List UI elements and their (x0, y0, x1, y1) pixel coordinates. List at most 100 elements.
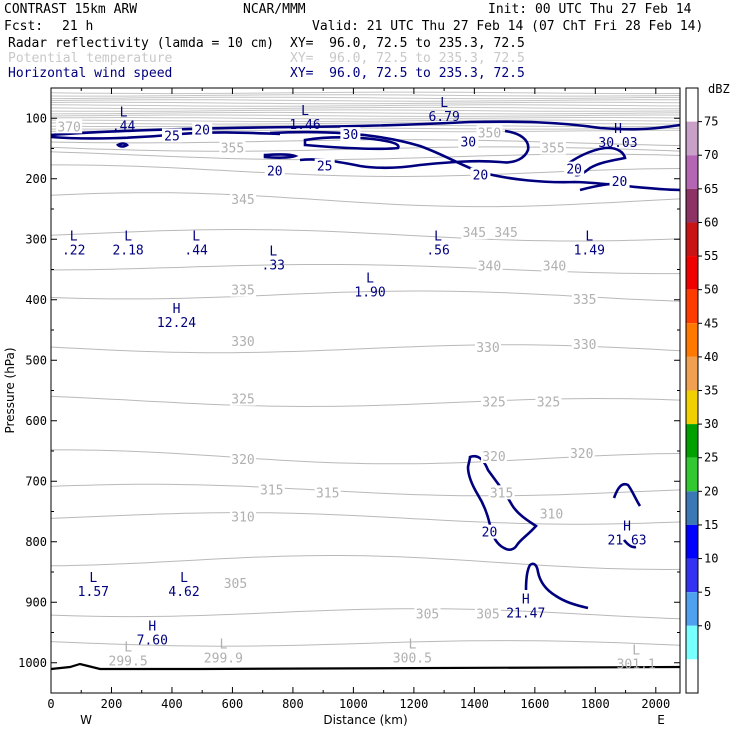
wind-contour-line (622, 539, 637, 549)
extremum-marker: L (219, 638, 227, 653)
y-tick-label: 100 (25, 111, 47, 125)
wind-label-bg (479, 524, 500, 539)
x-tick-label: 800 (282, 697, 304, 711)
wind-label-bg (470, 167, 491, 182)
theta-label-bg (571, 291, 598, 306)
theta-contour-line (50, 151, 681, 161)
theta-label-bg (493, 225, 520, 240)
extremum-marker: L (124, 641, 132, 656)
wind-contour-label: 20 (267, 164, 283, 179)
extremum-value: .33 (262, 258, 285, 273)
theta-contour-label: 330 (476, 341, 499, 356)
theta-contour-label: 345 (463, 226, 486, 241)
theta-contour-line (50, 94, 681, 97)
extremum-marker: L (192, 229, 200, 244)
wind-contour-line (115, 142, 130, 148)
colorbar-segment (686, 457, 698, 492)
extremum-marker: L (632, 644, 640, 659)
wind-contour-line (612, 482, 642, 507)
extremum-value: 300.5 (393, 652, 432, 667)
x-tick-label: 1600 (520, 697, 549, 711)
extremum-marker: H (522, 592, 530, 607)
theta-contour-line (50, 139, 681, 147)
extremum-value: 299.9 (204, 652, 243, 667)
colorbar-segment (686, 121, 698, 156)
wind-contour-label: 20 (194, 123, 210, 138)
x-tick-label: 1400 (460, 697, 489, 711)
field-name-wind: Horizontal wind speed (8, 66, 173, 81)
extremum-marker: H (614, 122, 622, 137)
extremum-value: 6.79 (428, 110, 459, 125)
fcst-label: Fcst: (4, 19, 44, 34)
theta-label-bg (476, 258, 503, 273)
theta-contour-line (50, 608, 681, 620)
extremum-marker: L (124, 229, 132, 244)
colorbar-segment (686, 256, 698, 290)
extremum-marker: L (585, 229, 593, 244)
colorbar-label: 0 (704, 619, 711, 633)
y-tick-label: 900 (25, 595, 47, 609)
theta-contour-line (50, 114, 680, 117)
wind-label-bg (192, 122, 213, 137)
theta-label-bg (414, 606, 441, 621)
extremum-value: .22 (62, 243, 85, 258)
theta-label-bg (539, 140, 566, 155)
theta-label-bg (230, 282, 257, 297)
wind-contour-label: 20 (473, 169, 489, 184)
colorbar-unit: dBZ (708, 82, 730, 96)
wind-label-bg (564, 161, 585, 176)
theta-contour-line (50, 101, 681, 105)
colorbar-label: 45 (704, 316, 718, 330)
y-tick-label: 600 (25, 414, 47, 428)
theta-contour-label: 325 (231, 393, 254, 408)
theta-contour-label: 305 (476, 607, 499, 622)
wind-contour-label: 30 (460, 135, 476, 150)
theta-contour-label: 325 (537, 396, 560, 411)
theta-contour-label: 320 (482, 450, 505, 465)
extremum-marker: H (173, 302, 181, 317)
theta-label-bg (568, 446, 595, 461)
field-name-reflectivity: Radar reflectivity (lamda = 10 cm) (8, 36, 275, 51)
wind-label-bg (264, 163, 285, 178)
wind-label-bg (314, 158, 335, 173)
wind-label-bg (609, 173, 630, 188)
theta-contour-line (51, 127, 681, 130)
theta-contour-line (50, 99, 681, 102)
wind-contour-label: 20 (482, 526, 498, 541)
extremum-value: 1.46 (289, 118, 320, 133)
theta-contour-label: 345 (494, 226, 517, 241)
colorbar-label: 50 (704, 283, 718, 297)
theta-contour-line (50, 116, 681, 120)
colorbar-label: 70 (704, 148, 718, 162)
theta-contour-label: 355 (221, 142, 244, 157)
y-tick-label: 400 (25, 293, 47, 307)
colorbar-label: 60 (704, 215, 718, 229)
extremum-value: 2.18 (112, 243, 143, 258)
colorbar-label: 5 (704, 585, 711, 599)
theta-contour-line (50, 111, 681, 115)
x-tick-label: 1800 (581, 697, 610, 711)
y-tick-label: 800 (25, 535, 47, 549)
theta-contour-label: 305 (416, 607, 439, 622)
wind-label-bg (458, 134, 479, 149)
wind-contour-label: 20 (612, 175, 628, 190)
colorbar-segment (686, 424, 698, 458)
theta-label-bg (230, 509, 257, 524)
theta-contour-line (50, 640, 681, 647)
colorbar-label: 65 (704, 182, 718, 196)
extremum-marker: L (89, 571, 97, 586)
y-tick-label: 1000 (18, 656, 47, 670)
theta-contour-label: 310 (540, 508, 563, 523)
theta-label-bg (219, 140, 246, 155)
theta-contour-label: 315 (316, 486, 339, 501)
colorbar-label: 30 (704, 417, 718, 431)
theta-label-bg (314, 485, 341, 500)
y-tick-label: 500 (25, 353, 47, 367)
theta-contour-line (50, 106, 680, 110)
extremum-marker: L (301, 104, 309, 119)
extremum-marker: H (623, 520, 631, 535)
colorbar-segment (686, 592, 698, 626)
ground-surface (50, 662, 681, 671)
